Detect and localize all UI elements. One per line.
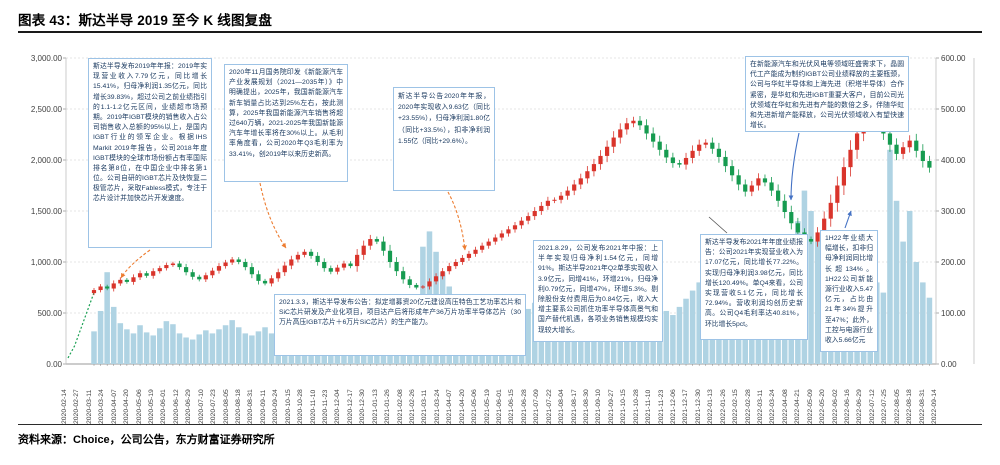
x-axis-tick: 2021-12-30 [694, 389, 702, 424]
x-axis-tick: 2020-09-11 [259, 389, 267, 424]
x-axis-tick: 2022-03-24 [769, 389, 777, 424]
x-axis-tick: 2020-03-11 [85, 389, 93, 424]
x-axis-tick: 2021-09-10 [595, 389, 603, 424]
x-axis-tick: 2021-08-30 [583, 389, 590, 424]
x-axis-tick: 2022-05-20 [819, 389, 827, 424]
annotation-nev-policy-2020: 2020年11月国务院印发《新能源汽车产业发展规划（2021—2035年）》中明… [224, 64, 348, 182]
x-axis-tick: 2022-04-08 [781, 389, 789, 424]
x-axis-tick: 2022-01-26 [719, 389, 727, 424]
footer-divider [18, 424, 982, 425]
x-axis-tick: 2020-12-04 [334, 389, 342, 424]
x-axis-tick: 2021-02-26 [409, 389, 416, 424]
x-axis-tick: 2022-05-09 [806, 389, 814, 424]
right-axis-tick: 100.00 [941, 309, 966, 318]
annotation-2021-annual-report: 斯达半导发布2021年年度业绩报告：公司2021年实现营业收入为17.07亿元，… [700, 234, 808, 340]
annotation-2021-placement: 2021.3.3，斯达半导发布公告：拟定增募资20亿元建设高压特色工艺功率芯片和… [274, 294, 526, 356]
x-axis-tick: 2020-03-24 [98, 389, 106, 424]
x-axis-tick: 2021-10-28 [632, 389, 640, 424]
x-axis-tick: 2021-08-04 [558, 389, 566, 424]
x-axis-tick: 2022-07-12 [868, 389, 876, 424]
x-axis-tick: 2021-07-09 [533, 389, 541, 424]
x-axis-tick: 2021-06-15 [508, 389, 516, 424]
x-axis-tick: 2020-12-17 [346, 389, 354, 424]
x-axis-tick: 2022-09-14 [931, 389, 938, 424]
source-note: 资料来源：Choice，公司公告，东方财富证券研究所 [18, 434, 275, 446]
x-axis-tick: 2021-11-23 [657, 389, 665, 424]
x-axis-tick: 2021-12-06 [670, 389, 677, 424]
right-axis-tick: 500.00 [941, 105, 966, 114]
x-axis-tick: 2020-08-05 [222, 389, 230, 424]
x-axis-tick: 2022-08-18 [906, 389, 914, 424]
x-axis-tick: 2022-08-05 [893, 389, 901, 424]
x-axis-tick: 2020-08-31 [247, 389, 255, 424]
x-axis-tick: 2021-01-13 [371, 389, 379, 424]
x-axis-tick: 2021-06-28 [520, 389, 528, 424]
x-axis-tick: 2022-06-02 [831, 389, 839, 424]
x-axis-tick: 2021-11-10 [645, 389, 653, 424]
right-axis-tick: 400.00 [941, 156, 966, 165]
x-axis-tick: 2021-08-17 [570, 389, 578, 424]
x-axis-tick: 2022-02-28 [744, 389, 752, 424]
x-axis-tick: 2020-12-30 [359, 389, 367, 424]
x-axis-tick: 2020-06-29 [185, 389, 193, 424]
x-axis-tick: 2020-05-19 [148, 389, 155, 424]
x-axis-tick: 2020-10-15 [284, 389, 292, 424]
title-divider [18, 31, 982, 33]
x-axis-tick: 2021-04-07 [446, 389, 454, 424]
x-axis-tick: 2021-12-17 [682, 389, 690, 424]
right-axis-tick: 600.00 [941, 54, 966, 63]
x-axis-tick: 2021-04-20 [458, 389, 466, 424]
left-axis-tick: 2,000.00 [30, 156, 62, 165]
x-axis-tick: 2021-06-01 [496, 389, 503, 424]
right-axis-tick: 300.00 [941, 207, 966, 216]
x-axis-tick: 2022-04-21 [794, 389, 802, 424]
left-axis-tick: 500.00 [37, 309, 62, 318]
x-axis-tick: 2021-01-26 [384, 389, 392, 424]
x-axis-tick: 2021-09-27 [607, 389, 615, 424]
right-axis-tick: 0.00 [941, 360, 957, 369]
x-axis-tick: 2020-06-12 [172, 389, 180, 424]
annotation-foundry-capacity: 在新能源汽车和光伏风电等领域旺盛需求下，晶圆代工产能成为制约IGBT公司业绩释放… [745, 56, 909, 132]
left-axis-tick: 3,000.00 [30, 54, 62, 63]
left-axis-tick: 1,500.00 [30, 207, 62, 216]
right-axis-tick: 200.00 [941, 258, 966, 267]
x-axis-tick: 2020-10-28 [297, 389, 305, 424]
x-axis-tick: 2022-06-16 [844, 389, 851, 424]
x-axis-tick: 2021-07-22 [545, 389, 553, 424]
x-axis-tick: 2022-02-15 [732, 389, 740, 424]
x-axis-tick: 2020-11-10 [309, 389, 317, 424]
x-axis-tick: 2021-05-06 [471, 389, 479, 424]
x-axis-tick: 2020-07-10 [197, 389, 205, 424]
x-axis-tick: 2021-02-08 [396, 389, 404, 424]
x-axis-tick: 2020-05-06 [135, 389, 143, 424]
x-axis-tick: 2020-07-23 [210, 389, 218, 424]
x-axis-tick: 2020-09-24 [272, 389, 280, 424]
x-axis-tick: 2020-02-27 [73, 389, 81, 424]
x-axis-tick: 2020-04-20 [123, 389, 131, 424]
x-axis-tick: 2022-08-31 [918, 389, 926, 424]
x-axis-tick: 2022-07-25 [881, 389, 889, 424]
x-axis-tick: 2020-11-23 [322, 389, 329, 424]
x-axis-tick: 2021-03-24 [433, 389, 441, 424]
x-axis-tick: 2020-06-01 [160, 389, 168, 424]
left-axis-tick: 2,500.00 [30, 105, 62, 114]
x-axis-tick: 2022-01-13 [707, 389, 715, 424]
x-axis-tick: 2021-03-11 [421, 389, 429, 424]
x-axis-tick: 2020-08-18 [235, 389, 242, 424]
left-axis-tick: 1,000.00 [30, 258, 62, 267]
x-axis-tick: 2021-05-19 [483, 389, 491, 424]
annotation-2020-annual-report: 斯达半导公告2020年年报，2020年实现收入9.63亿（同比+23.55%），… [393, 87, 495, 191]
annotation-2019-annual-report: 斯达半导发布2019年年报：2019年实现营业收入7.79亿元，同比增长 15.… [88, 58, 212, 248]
x-axis-tick: 2022-03-11 [757, 389, 764, 424]
x-axis-tick: 2022-06-29 [856, 389, 864, 424]
x-axis-tick: 2021-10-15 [620, 389, 628, 424]
x-axis-tick: 2020-04-07 [110, 389, 118, 424]
annotation-1h22-results: 1H22年业绩大幅增长，扣非归母净利润同比增长超134%。1H22公司新能源行业… [820, 230, 878, 352]
x-axis-tick: 2020-02-14 [61, 389, 68, 424]
left-axis-tick: 0.00 [46, 360, 62, 369]
page-title: 图表 43：斯达半导 2019 至今 K 线图复盘 [18, 13, 273, 28]
annotation-2021-interim-report: 2021.8.29，公司发布2021年中报：上半年实现归母净利1.54亿元，同增… [533, 240, 663, 342]
